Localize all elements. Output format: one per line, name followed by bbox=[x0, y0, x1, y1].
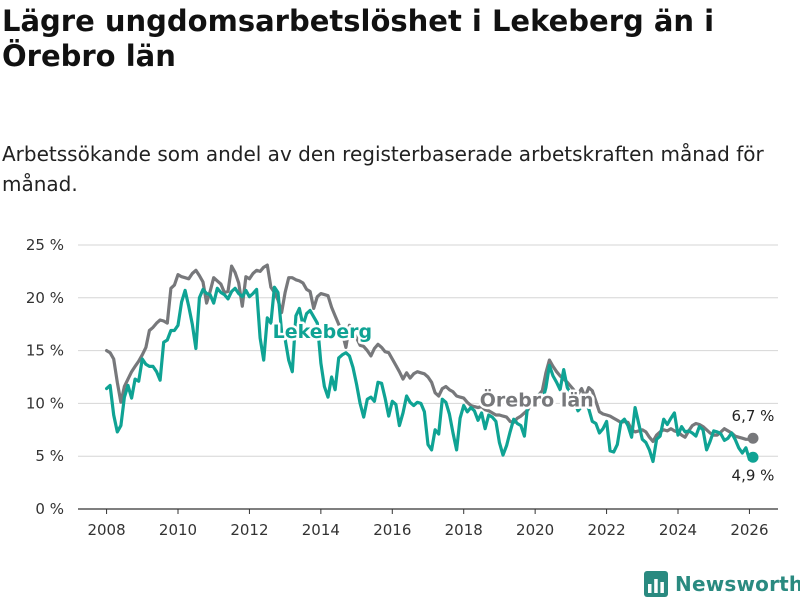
end-label-orebro: 6,7 % bbox=[732, 407, 775, 425]
x-tick-label: 2014 bbox=[302, 521, 340, 539]
end-point-orebro bbox=[747, 432, 759, 444]
newsworthy-logo-icon bbox=[644, 571, 668, 597]
end-point-lekeberg bbox=[747, 451, 759, 463]
y-tick-label: 10 % bbox=[26, 394, 64, 412]
series-lines bbox=[105, 263, 759, 464]
gridlines bbox=[78, 244, 778, 510]
x-tick-label: 2016 bbox=[373, 521, 411, 539]
y-tick-label: 15 % bbox=[26, 342, 64, 360]
y-tick-label: 0 % bbox=[35, 500, 64, 518]
x-tick-label: 2008 bbox=[87, 521, 125, 539]
x-tick-label: 2018 bbox=[445, 521, 483, 539]
x-tick-label: 2010 bbox=[159, 521, 197, 539]
series-labels: Lekeberg Örebro län 6,7 % 4,9 % bbox=[270, 318, 775, 484]
series-label-lekeberg: Lekeberg bbox=[273, 321, 372, 343]
y-axis-ticks: 0 % 5 % 10 % 15 % 20 % 25 % bbox=[26, 236, 64, 518]
y-tick-label: 5 % bbox=[35, 447, 64, 465]
series-line-lekeberg bbox=[105, 285, 755, 464]
x-axis-ticks: 2008 2010 2012 2014 2016 2018 2020 2022 2024 2026 bbox=[87, 509, 769, 539]
x-tick-label: 2012 bbox=[230, 521, 268, 539]
x-tick-label: 2026 bbox=[730, 521, 768, 539]
chart-title: Lägre ungdomsarbetslöshet i Lekeberg än … bbox=[2, 4, 715, 73]
logo-text: Newsworthy bbox=[675, 572, 800, 596]
series-label-orebro: Örebro län bbox=[480, 388, 594, 412]
x-tick-label: 2022 bbox=[587, 521, 625, 539]
x-tick-label: 2020 bbox=[516, 521, 554, 539]
y-tick-label: 25 % bbox=[26, 236, 64, 254]
newsworthy-logo: Newsworthy bbox=[644, 568, 800, 600]
series-line-orebro bbox=[105, 263, 755, 443]
x-tick-label: 2024 bbox=[659, 521, 697, 539]
end-label-lekeberg: 4,9 % bbox=[732, 466, 775, 484]
chart-subtitle: Arbetssökande som andel av den registerb… bbox=[2, 142, 764, 196]
y-tick-label: 20 % bbox=[26, 289, 64, 307]
